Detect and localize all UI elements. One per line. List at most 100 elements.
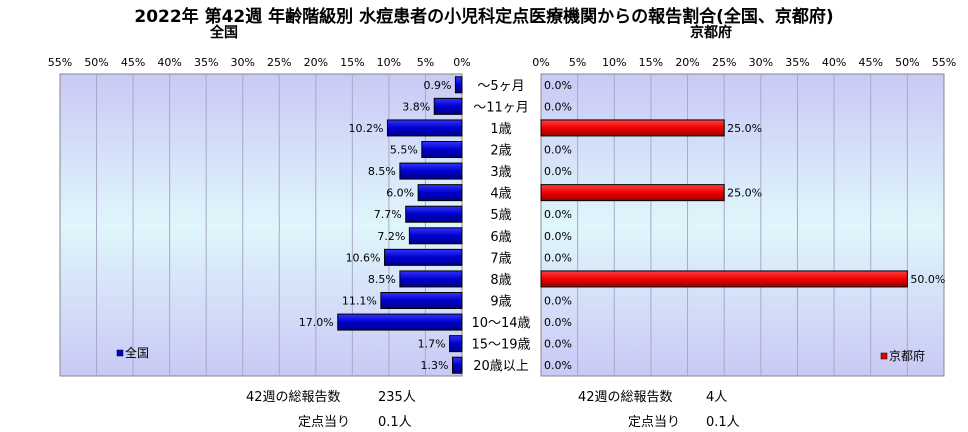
category-label: 10～14歳 xyxy=(471,316,530,331)
left-value-label: 1.7% xyxy=(418,338,446,351)
right-total-label: 42週の総報告数 xyxy=(578,390,673,405)
left-bar xyxy=(386,119,463,137)
right-per-label: 定点当り xyxy=(628,415,681,430)
left-value-label: 7.7% xyxy=(374,208,402,221)
left-per-label: 定点当り xyxy=(298,415,351,430)
left-value-label: 1.3% xyxy=(421,359,449,372)
right-tick-label: 5% xyxy=(569,56,586,69)
right-value-label: 0.0% xyxy=(544,251,572,264)
right-total-value: 4人 xyxy=(706,390,728,405)
left-tick-label: 0% xyxy=(453,56,470,69)
left-plot-area xyxy=(59,73,463,377)
left-bar xyxy=(399,270,463,288)
right-tick-label: 35% xyxy=(785,56,809,69)
left-legend-swatch xyxy=(116,349,124,357)
category-label: 2歳 xyxy=(490,144,511,159)
left-value-label: 10.6% xyxy=(346,251,381,264)
left-value-label: 7.2% xyxy=(377,230,405,243)
category-labels: ～5ヶ月 ～11ヶ月 1歳 2歳 3歳 4歳 5歳 6歳 7歳 8歳 9歳 10～14歳 15～19歳 2… xyxy=(471,79,530,374)
right-value-label: 0.0% xyxy=(544,79,572,92)
right-tick-label: 25% xyxy=(712,56,736,69)
right-tick-label: 45% xyxy=(859,56,883,69)
right-panel-title: 京都府 xyxy=(690,25,732,41)
left-value-label: 8.5% xyxy=(368,165,396,178)
left-tick-label: 35% xyxy=(194,56,218,69)
left-bar xyxy=(399,162,463,180)
category-label: 7歳 xyxy=(490,251,511,266)
right-legend-label: 京都府 xyxy=(889,348,925,363)
left-bar xyxy=(405,205,463,223)
right-value-label: 0.0% xyxy=(544,144,572,157)
left-total-label: 42週の総報告数 xyxy=(246,390,341,405)
right-chart: 0% 5% 10% 15% 20% 25% 30% 35% 40% 45% 50% 55% 0.0% 0.… xyxy=(532,56,956,377)
right-tick-label: 55% xyxy=(932,56,956,69)
left-total-value: 235人 xyxy=(378,390,416,405)
left-chart: 55% 50% 45% 40% 35% 30% 25% 20% 15% 10% 5% 0%0.9% 3.… xyxy=(48,56,471,377)
left-bar xyxy=(454,76,463,94)
chart-title: 2022年 第42週 年齢階級別 水痘患者の小児科定点医療機関からの報告割合(全… xyxy=(134,7,834,27)
right-bar xyxy=(540,270,908,288)
right-value-label: 0.0% xyxy=(544,100,572,113)
left-bar xyxy=(380,292,463,309)
right-value-label: 25.0% xyxy=(727,187,762,200)
category-label: ～5ヶ月 xyxy=(477,79,524,94)
left-value-label: 6.0% xyxy=(386,187,414,200)
left-tick-label: 20% xyxy=(304,56,328,69)
right-tick-label: 20% xyxy=(675,56,699,69)
left-tick-label: 40% xyxy=(157,56,181,69)
left-panel-title: 全国 xyxy=(210,25,238,41)
right-tick-label: 10% xyxy=(602,56,626,69)
right-per-value: 0.1人 xyxy=(706,415,740,430)
right-value-label: 0.0% xyxy=(544,316,572,329)
category-label: ～11ヶ月 xyxy=(473,100,529,115)
left-bar xyxy=(449,335,463,353)
right-value-label: 0.0% xyxy=(544,230,572,243)
right-value-label: 25.0% xyxy=(727,122,762,135)
left-tick-label: 5% xyxy=(417,56,434,69)
left-bar xyxy=(451,356,463,374)
left-value-label: 8.5% xyxy=(368,273,396,286)
left-tick-label: 45% xyxy=(121,56,145,69)
right-value-label: 0.0% xyxy=(544,295,572,308)
left-value-label: 5.5% xyxy=(390,144,418,157)
left-value-label: 17.0% xyxy=(299,316,334,329)
left-tick-label: 55% xyxy=(48,56,72,69)
category-label: 1歳 xyxy=(490,122,511,137)
left-value-label: 10.2% xyxy=(348,122,383,135)
left-value-label: 11.1% xyxy=(342,295,377,308)
left-tick-label: 10% xyxy=(377,56,401,69)
left-value-label: 0.9% xyxy=(423,79,451,92)
category-label: 4歳 xyxy=(490,187,511,202)
right-legend-swatch xyxy=(880,352,888,360)
left-bar xyxy=(408,227,463,245)
left-value-label: 3.8% xyxy=(402,100,430,113)
left-bar xyxy=(384,248,463,266)
category-label: 20歳以上 xyxy=(473,359,529,374)
right-value-label: 0.0% xyxy=(544,338,572,351)
right-tick-label: 0% xyxy=(532,56,549,69)
right-tick-label: 40% xyxy=(822,56,846,69)
category-label: 6歳 xyxy=(490,230,511,245)
right-value-label: 0.0% xyxy=(544,208,572,221)
category-label: 15～19歳 xyxy=(471,338,530,353)
left-bar xyxy=(433,97,463,115)
right-value-label: 0.0% xyxy=(544,165,572,178)
left-bar xyxy=(417,184,463,202)
left-bar xyxy=(421,141,463,158)
left-tick-label: 50% xyxy=(84,56,108,69)
right-tick-label: 15% xyxy=(639,56,663,69)
left-per-value: 0.1人 xyxy=(378,415,412,430)
right-value-label: 50.0% xyxy=(910,273,945,286)
category-label: 3歳 xyxy=(490,165,511,180)
left-tick-label: 30% xyxy=(231,56,255,69)
right-value-label: 0.0% xyxy=(544,359,572,372)
category-label: 8歳 xyxy=(490,273,511,288)
right-bar xyxy=(540,119,725,137)
category-label: 9歳 xyxy=(490,295,511,310)
left-bar xyxy=(337,313,463,331)
right-plot-area xyxy=(540,73,945,377)
right-bar xyxy=(540,184,725,202)
right-tick-label: 30% xyxy=(749,56,773,69)
